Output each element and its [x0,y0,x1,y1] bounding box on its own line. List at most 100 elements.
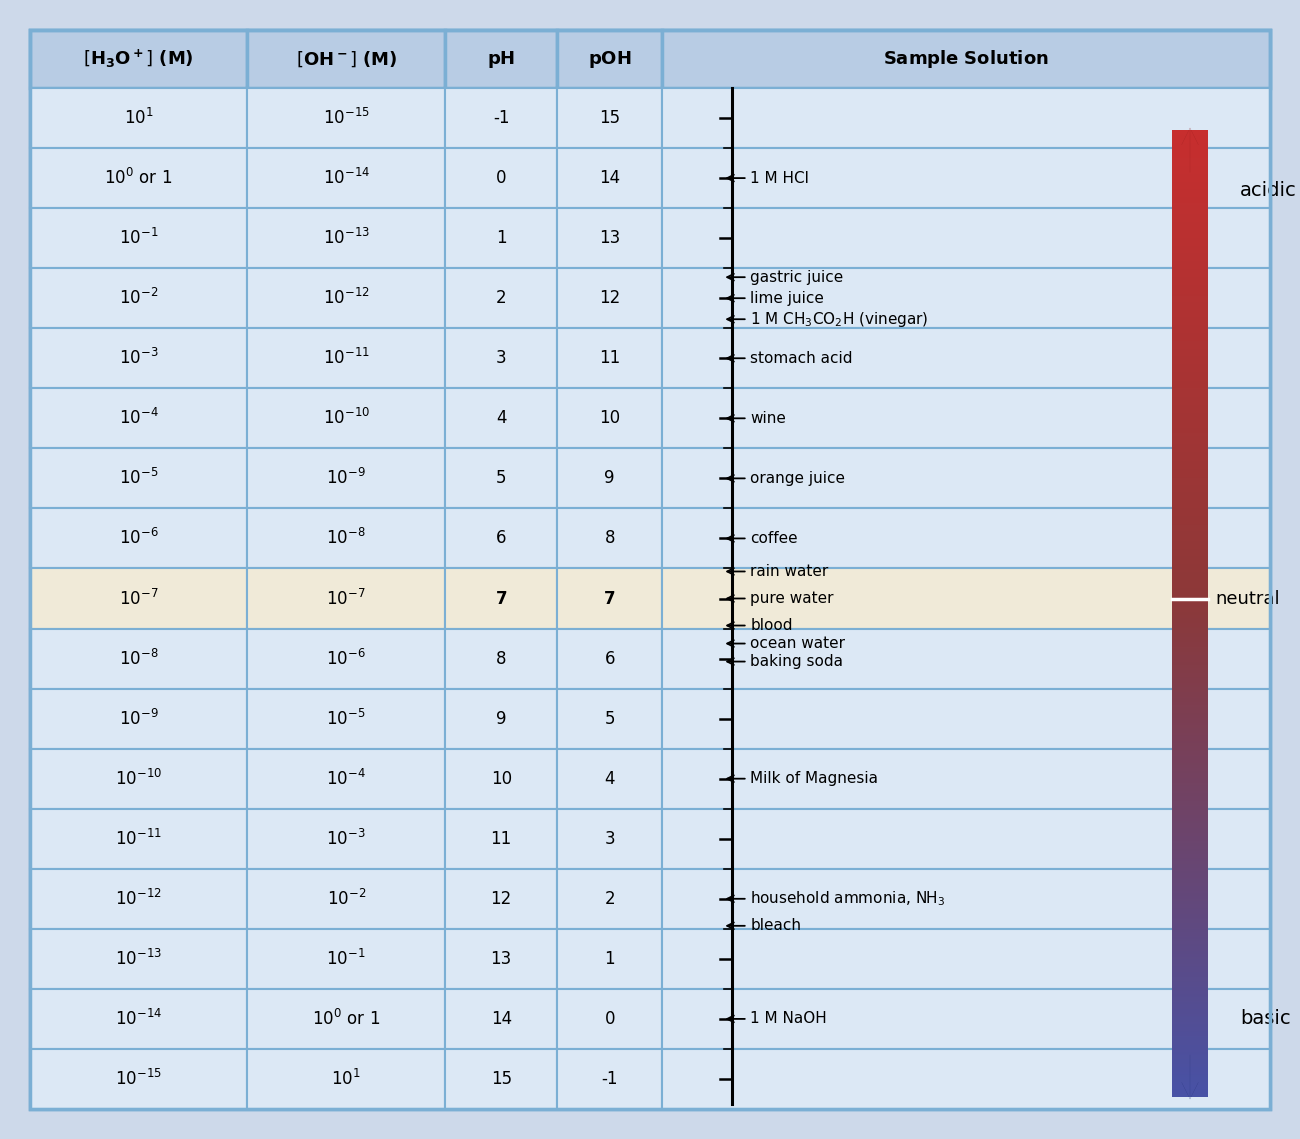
Text: 1: 1 [604,950,615,968]
Text: $10^{-3}$: $10^{-3}$ [326,829,367,849]
Text: pure water: pure water [727,591,833,606]
Bar [1173,675,1208,677]
Bar [446,928,556,989]
Bar [556,88,663,148]
Bar [1173,352,1208,353]
Bar [30,208,247,268]
Bar [1173,395,1208,398]
Bar [1173,1059,1208,1060]
Bar [1173,770,1208,771]
Bar [1173,839,1208,841]
Text: $10^{-12}$: $10^{-12}$ [116,888,162,909]
Bar [1173,644,1208,645]
Bar [1173,940,1208,941]
Bar [1173,226,1208,227]
Bar [1173,969,1208,970]
Bar [1173,977,1208,980]
Bar [1173,1007,1208,1009]
Bar [1173,716,1208,718]
Bar [556,989,663,1049]
Bar [1173,472,1208,474]
Bar [1173,1038,1208,1039]
Bar [1173,893,1208,894]
Bar [1173,298,1208,301]
Bar [1173,255,1208,256]
Bar [1173,385,1208,386]
Bar [1173,712,1208,713]
Bar [30,1049,247,1109]
Bar [1173,541,1208,542]
Bar [1173,1093,1208,1096]
Bar [1173,738,1208,739]
Bar [1173,825,1208,826]
Bar [1173,302,1208,303]
Bar [30,809,247,869]
Bar [1173,461,1208,462]
Bar [1173,308,1208,310]
Bar [1173,513,1208,514]
Bar [1173,429,1208,432]
Bar [1173,392,1208,394]
Bar [1173,760,1208,761]
Bar [1173,584,1208,585]
Bar [1173,1035,1208,1038]
Bar [1173,773,1208,775]
Bar [1173,142,1208,145]
Bar [1173,786,1208,788]
Bar [1173,374,1208,375]
Bar [1173,229,1208,230]
Bar [1173,1043,1208,1046]
Text: $10^{-13}$: $10^{-13}$ [322,228,369,248]
Bar [1173,495,1208,497]
Text: 12: 12 [490,890,512,908]
Bar [1173,331,1208,333]
Bar [1173,345,1208,347]
Bar [1173,134,1208,137]
Bar [1173,630,1208,632]
Text: basic: basic [1240,1009,1291,1029]
Bar [1173,339,1208,341]
Bar [1173,183,1208,185]
Text: $10^{-11}$: $10^{-11}$ [322,349,369,368]
Bar [1173,465,1208,466]
Bar [446,388,556,449]
Text: 1 M CH$_3$CO$_2$H (vinegar): 1 M CH$_3$CO$_2$H (vinegar) [727,310,930,329]
Bar [1173,320,1208,322]
Bar [556,30,663,88]
Bar [1173,386,1208,387]
Text: rain water: rain water [727,564,828,579]
Bar [1173,822,1208,825]
Bar [1173,450,1208,452]
Bar [1173,1017,1208,1019]
Bar [1173,175,1208,177]
Bar [1173,204,1208,205]
Bar [1173,976,1208,977]
Bar [1173,233,1208,235]
Bar [1173,891,1208,893]
Bar [1173,227,1208,229]
Text: $10^{-4}$: $10^{-4}$ [326,769,367,788]
Bar [1173,256,1208,259]
Bar [1173,886,1208,887]
Bar [1173,1049,1208,1050]
Bar [1173,353,1208,355]
Bar [1173,678,1208,680]
Bar [1173,188,1208,189]
Bar [663,328,1270,388]
Bar [1173,383,1208,385]
Text: bleach: bleach [727,918,801,933]
Bar [1173,622,1208,623]
Bar [1173,994,1208,995]
Bar [1173,243,1208,244]
Bar [1173,532,1208,533]
Bar [1173,801,1208,803]
Bar [1173,811,1208,813]
Bar [1173,139,1208,141]
Bar [1173,1050,1208,1052]
Text: 14: 14 [490,1010,512,1027]
Text: 4: 4 [604,770,615,788]
Text: $10^{-9}$: $10^{-9}$ [326,468,367,489]
Bar [1173,1039,1208,1041]
Bar [1173,1074,1208,1075]
Bar [1173,280,1208,281]
